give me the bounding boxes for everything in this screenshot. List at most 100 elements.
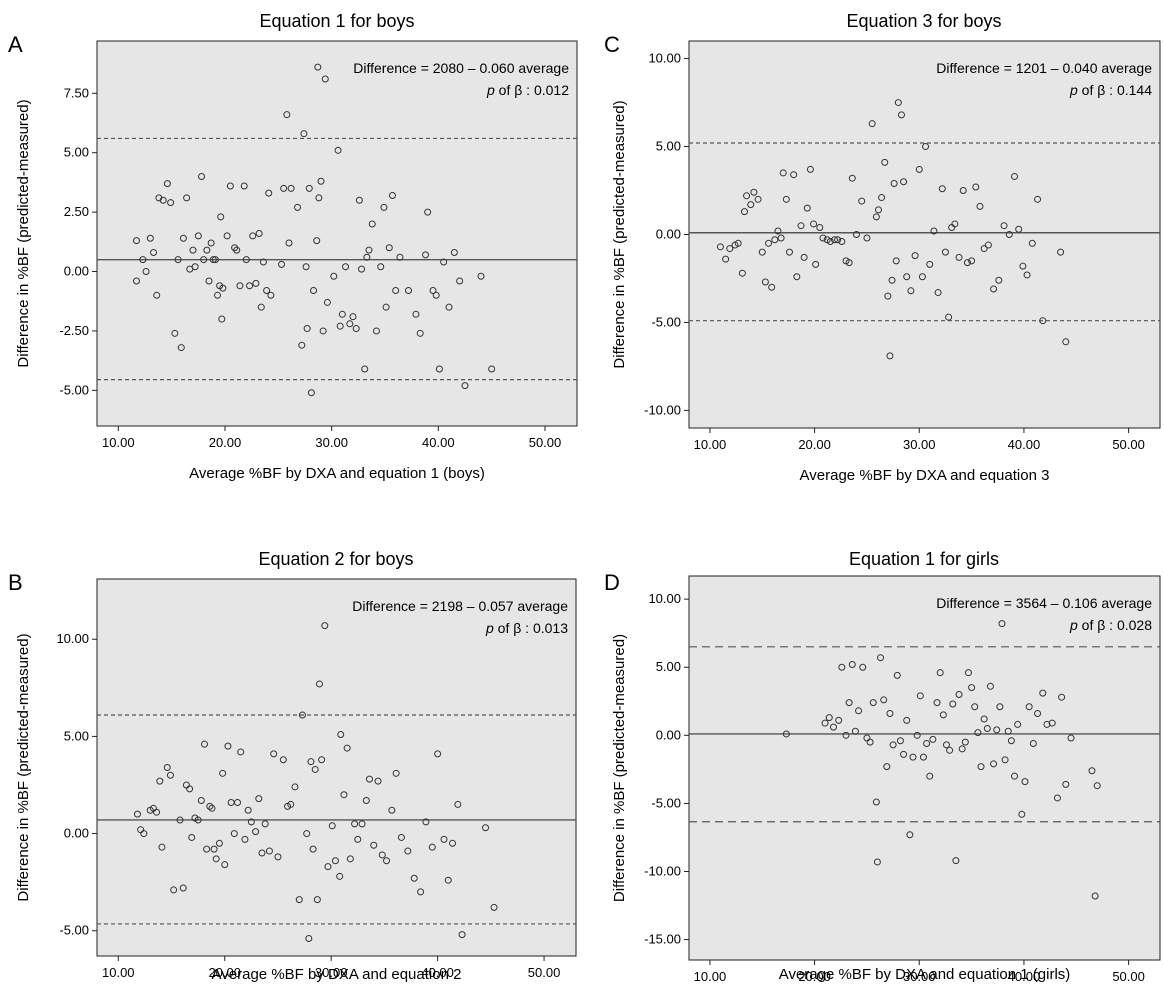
- data-point: [1014, 720, 1022, 728]
- y-tick-label: -10.00: [644, 863, 681, 878]
- data-point: [785, 248, 793, 256]
- data-point: [142, 268, 150, 276]
- data-point: [365, 246, 373, 254]
- data-point: [167, 199, 175, 207]
- data-point: [315, 680, 323, 688]
- panel-letter: B: [8, 570, 23, 595]
- data-point: [177, 344, 185, 352]
- data-point: [868, 120, 876, 128]
- data-point: [285, 239, 293, 247]
- data-point: [884, 292, 892, 300]
- data-point: [889, 741, 897, 749]
- data-point: [926, 260, 934, 268]
- y-tick-label: -15.00: [644, 932, 681, 947]
- plot-area: [688, 40, 1161, 429]
- data-point: [265, 189, 273, 197]
- data-point: [440, 835, 448, 843]
- data-point: [163, 764, 171, 771]
- data-point: [1004, 727, 1012, 735]
- data-point: [990, 760, 998, 768]
- data-point: [819, 234, 827, 242]
- x-tick-label: 50.00: [1112, 969, 1145, 984]
- data-point: [422, 251, 430, 259]
- data-point: [842, 731, 850, 739]
- data-point: [852, 231, 860, 238]
- data-point: [291, 783, 299, 791]
- data-point: [995, 276, 1003, 284]
- data-point: [993, 726, 1001, 734]
- data-point: [343, 744, 351, 752]
- data-point: [221, 861, 229, 869]
- data-point: [170, 886, 178, 894]
- data-point: [183, 194, 191, 202]
- data-point: [267, 291, 275, 299]
- y-tick-label: 5.00: [656, 659, 681, 674]
- data-point: [146, 234, 154, 242]
- x-tick-label: 30.00: [315, 435, 348, 450]
- data-point: [424, 208, 432, 216]
- data-point: [351, 820, 359, 828]
- data-point: [881, 158, 889, 166]
- data-point: [214, 291, 222, 299]
- data-point: [188, 833, 196, 841]
- y-tick-label: -5.00: [59, 382, 89, 397]
- data-point: [156, 777, 164, 785]
- data-point: [300, 130, 308, 138]
- data-point: [782, 195, 790, 203]
- plot-area: [96, 578, 577, 957]
- data-point: [782, 730, 790, 738]
- x-tick-label: 10.00: [102, 435, 135, 450]
- data-point: [996, 703, 1004, 711]
- data-point: [949, 700, 957, 708]
- data-point: [936, 669, 944, 677]
- p-symbol: p: [1069, 82, 1078, 98]
- data-point: [968, 257, 976, 265]
- data-point: [886, 352, 894, 360]
- data-point: [263, 287, 271, 295]
- x-tick-label: 10.00: [694, 437, 727, 452]
- data-point: [171, 329, 179, 337]
- data-point: [926, 772, 934, 780]
- data-point: [939, 711, 947, 719]
- data-point: [765, 239, 773, 247]
- data-point: [1001, 756, 1009, 764]
- data-point: [797, 222, 805, 230]
- x-tick-label: 50.00: [528, 965, 561, 980]
- data-point: [743, 192, 751, 200]
- data-point: [342, 263, 350, 271]
- data-point: [265, 847, 273, 855]
- data-point: [295, 896, 303, 904]
- data-point: [933, 699, 941, 707]
- p-value-annotation: p of β : 0.144: [1069, 82, 1152, 98]
- data-point: [738, 269, 746, 277]
- y-tick-label: 5.00: [64, 728, 89, 743]
- data-point: [855, 707, 863, 715]
- data-point: [955, 253, 963, 261]
- data-point: [429, 287, 437, 295]
- x-tick-label: 20.00: [798, 437, 831, 452]
- data-point: [456, 277, 464, 285]
- data-point: [380, 203, 388, 211]
- regression-equation: Difference = 2080 – 0.060 average: [353, 60, 569, 76]
- data-point: [330, 272, 338, 280]
- data-point: [305, 935, 313, 943]
- data-point: [829, 723, 837, 731]
- data-point: [998, 620, 1006, 628]
- data-point: [365, 775, 373, 783]
- data-point: [208, 804, 216, 812]
- data-point: [1005, 231, 1013, 238]
- y-tick-label: 2.50: [64, 204, 89, 219]
- data-point: [417, 888, 425, 896]
- y-axis-label: Difference in %BF (predicted-measured): [611, 100, 628, 368]
- data-point: [1062, 338, 1070, 346]
- data-point: [450, 249, 458, 257]
- data-point: [210, 845, 218, 853]
- data-point: [825, 714, 833, 722]
- y-tick-label: -5.00: [59, 923, 89, 938]
- y-tick-label: 5.00: [64, 145, 89, 160]
- data-point: [434, 750, 442, 758]
- x-tick-label: 20.00: [798, 969, 831, 984]
- data-point: [968, 684, 976, 692]
- data-point: [158, 843, 166, 851]
- data-point: [1021, 778, 1029, 786]
